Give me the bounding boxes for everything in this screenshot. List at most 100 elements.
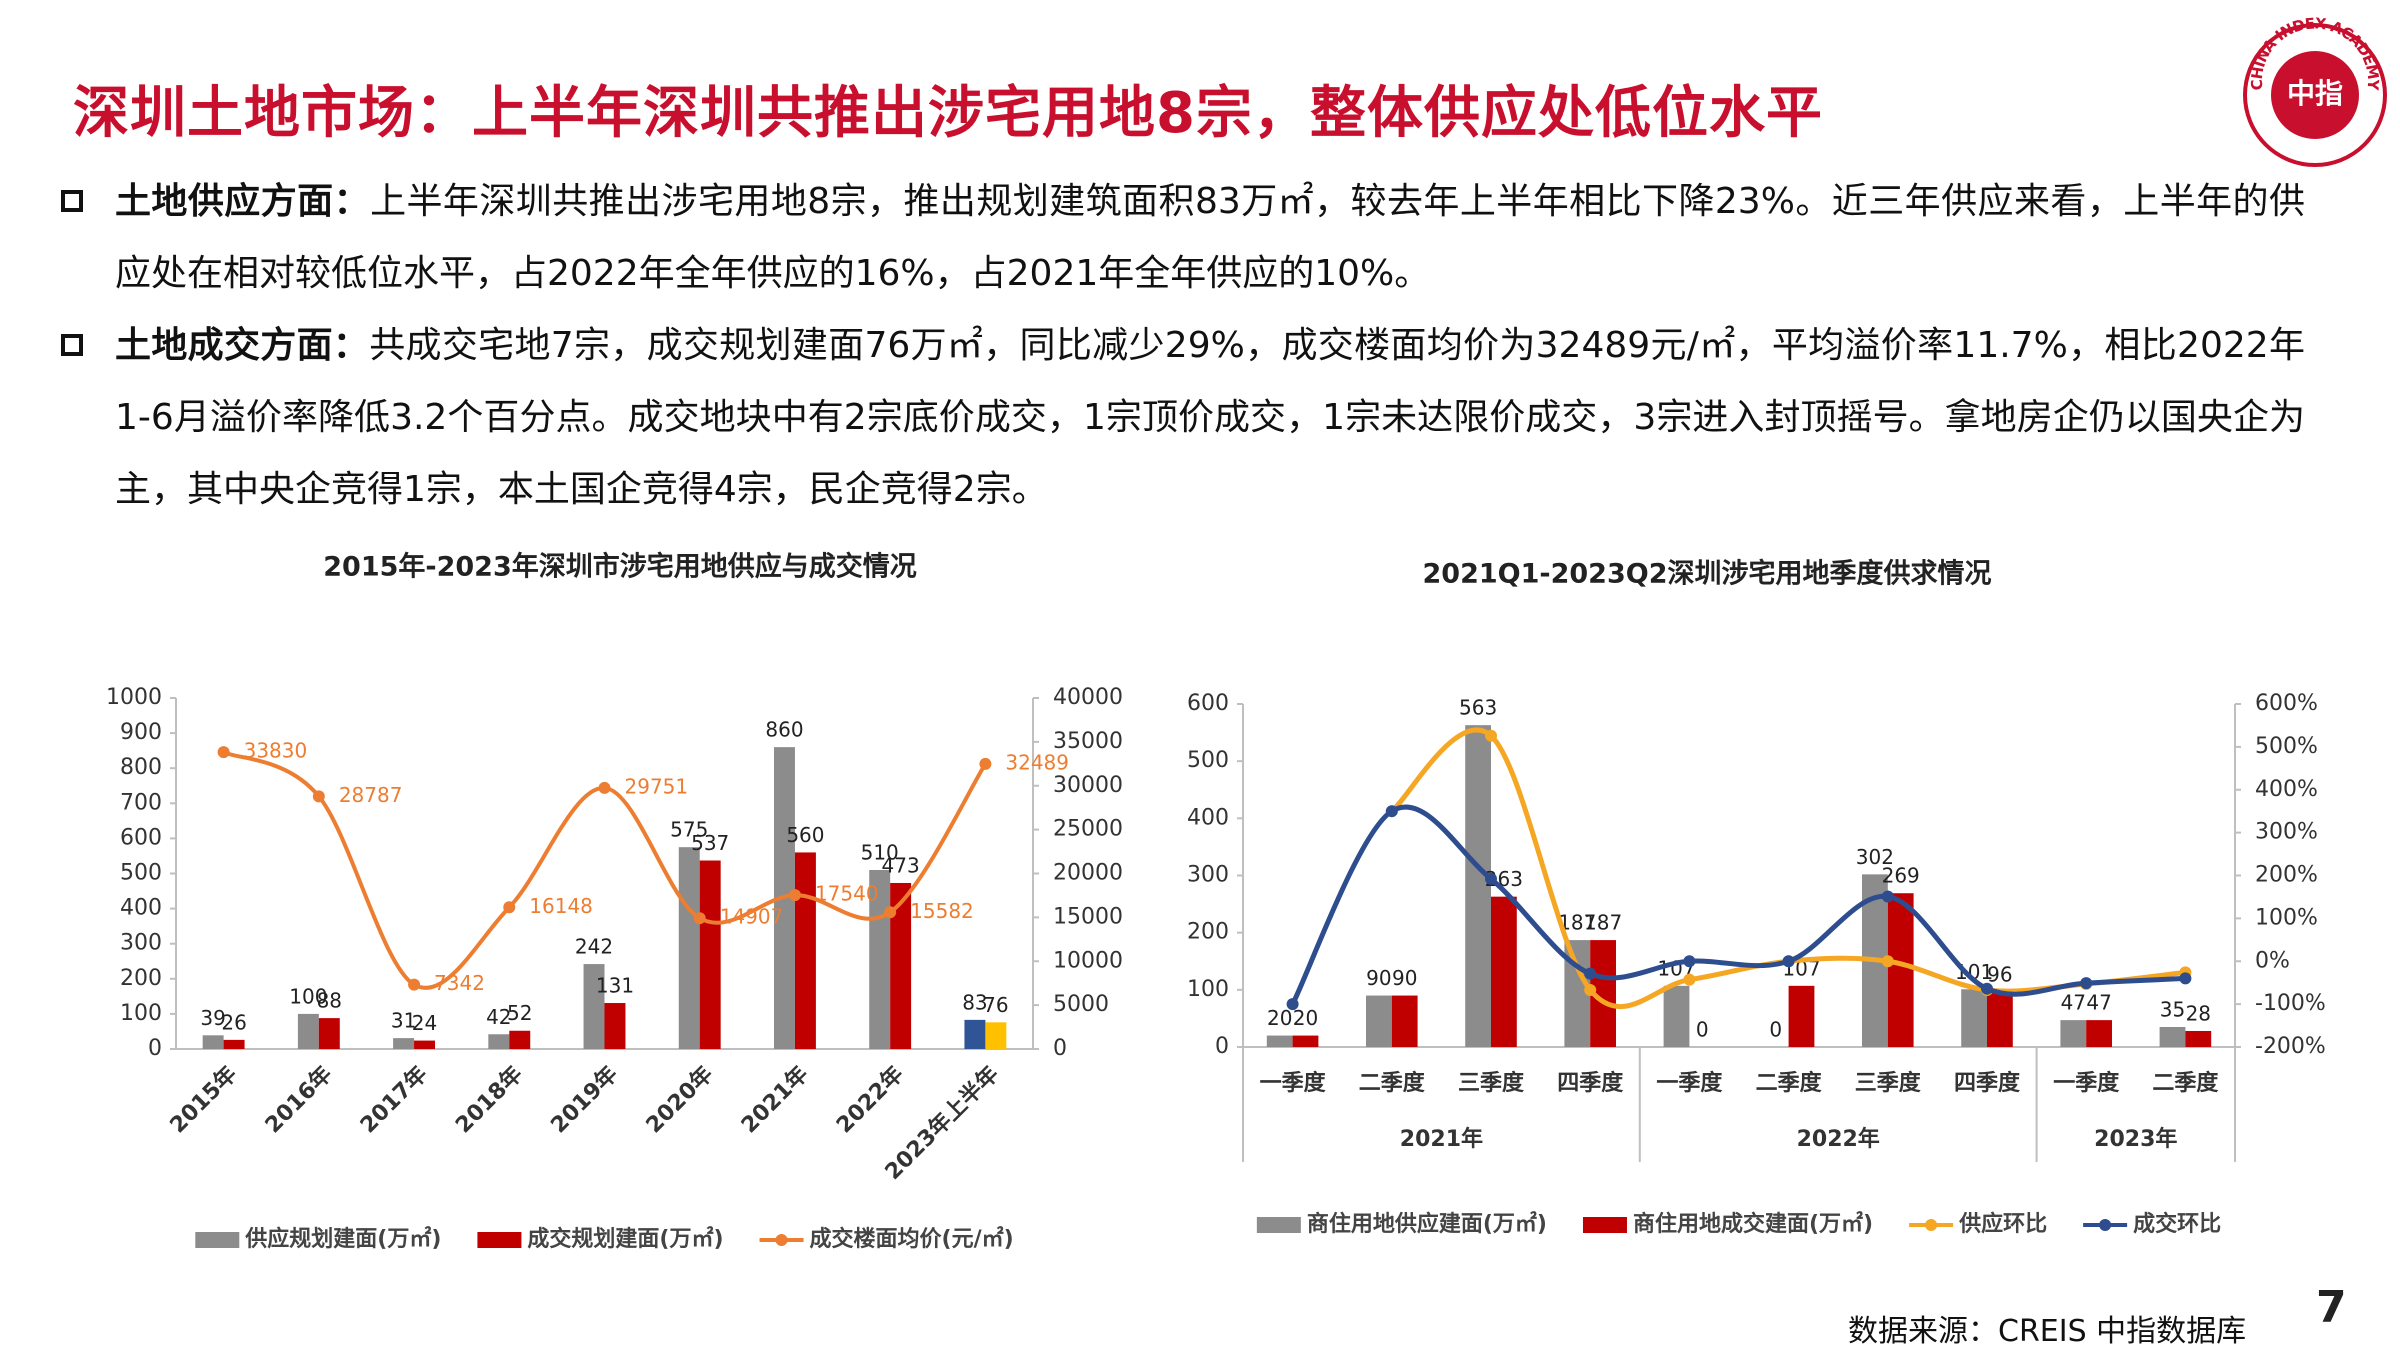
- y-tick-label: 700: [120, 790, 162, 815]
- legend-label: 成交楼面均价(元/㎡): [810, 1226, 1014, 1252]
- line-point: [2179, 972, 2192, 985]
- legend-swatch: [775, 1234, 788, 1246]
- bar: [318, 1018, 340, 1049]
- y-tick-label: 800: [120, 755, 162, 780]
- data-label: 20: [1293, 1006, 1318, 1030]
- chart: 2015年-2023年深圳市涉宅用地供应与成交情况 0 100 200 300 400 50…: [106, 551, 1123, 1253]
- x-tick-label: 2022年: [831, 1061, 908, 1138]
- logo: CHINA INDEX ACADEMY 中指: [2243, 14, 2387, 167]
- data-label: 17540: [815, 882, 879, 906]
- y2-tick-label: 600%: [2255, 691, 2318, 716]
- line-point: [503, 901, 516, 914]
- group-label: 2023年: [2094, 1126, 2177, 1152]
- line-point: [979, 757, 992, 770]
- bar: [2159, 1026, 2186, 1047]
- group-label: 2022年: [1797, 1126, 1880, 1152]
- line-point: [1385, 805, 1398, 818]
- y-tick-label: 300: [120, 931, 162, 956]
- y-tick-label: 500: [1187, 748, 1229, 773]
- data-label: 31: [391, 1009, 416, 1033]
- line-point: [693, 912, 706, 925]
- y2-tick-label: -100%: [2255, 991, 2326, 1016]
- data-label: 24: [412, 1011, 437, 1035]
- group-label: 2021年: [1400, 1126, 1483, 1152]
- legend-item: 供应环比: [1909, 1211, 2047, 1237]
- line-point: [2080, 977, 2093, 990]
- bar: [1266, 1035, 1293, 1047]
- bar: [1465, 725, 1491, 1047]
- bar: [509, 1030, 531, 1049]
- line-point: [1485, 872, 1497, 885]
- chart: 2021Q1-2023Q2深圳涉宅用地季度供求情况010020030040050…: [1187, 558, 2326, 1238]
- x-tick-label: 2021年: [736, 1061, 813, 1138]
- line-point: [884, 906, 897, 919]
- bullet-label: 土地供应方面：: [115, 181, 371, 222]
- legend-item: 商住用地成交建面(万㎡): [1582, 1211, 1873, 1237]
- line-point: [1286, 998, 1299, 1011]
- y2-tick-label: 0: [1053, 1036, 1067, 1061]
- line-point: [1683, 973, 1696, 986]
- y2-tick-label: 5000: [1053, 992, 1109, 1017]
- data-label: 7342: [434, 971, 485, 995]
- bullet: 土地成交方面：共成交宅地7宗，成交规划建面76万㎡，同比减少29%，成交楼面均价…: [61, 310, 2305, 526]
- line-point: [312, 790, 325, 803]
- line-point: [408, 978, 421, 991]
- y-tick-label: 0: [1215, 1034, 1229, 1059]
- data-label: 28: [2186, 1001, 2211, 1025]
- x-tick-label: 2017年: [355, 1061, 432, 1138]
- chart-title: 2015年-2023年深圳市涉宅用地供应与成交情况: [323, 551, 917, 583]
- data-label: 90: [1366, 966, 1391, 990]
- bar: [699, 860, 721, 1049]
- data-label: 560: [786, 823, 824, 847]
- legend-item: 成交环比: [2083, 1211, 2221, 1237]
- data-label: 47: [2061, 991, 2086, 1015]
- bar: [1491, 896, 1517, 1047]
- bullet-text: 共成交宅地7宗，成交规划建面76万㎡，同比减少29%，成交楼面均价为32489元…: [115, 325, 2305, 510]
- bar: [2060, 1020, 2087, 1047]
- y2-tick-label: 0%: [2255, 948, 2290, 973]
- y2-tick-label: 15000: [1053, 904, 1123, 929]
- line-point: [1881, 955, 1894, 968]
- x-tick-label: 四季度: [1557, 1070, 1624, 1096]
- legend-item: 成交规划建面(万㎡): [477, 1226, 724, 1252]
- data-label: 16148: [529, 894, 593, 918]
- data-label: 32489: [1005, 750, 1069, 774]
- y2-tick-label: 30000: [1053, 773, 1123, 798]
- bar: [794, 852, 816, 1049]
- line-point: [598, 781, 611, 794]
- chart-title: 2021Q1-2023Q2深圳涉宅用地季度供求情况: [1423, 558, 1992, 590]
- data-label: 28787: [339, 783, 403, 807]
- bar: [583, 964, 605, 1049]
- x-tick-label: 一季度: [1656, 1070, 1723, 1096]
- line-point: [1981, 982, 1993, 995]
- legend-swatch: [1582, 1217, 1627, 1233]
- y-tick-label: 100: [1187, 977, 1229, 1002]
- data-label: 39: [200, 1006, 225, 1030]
- data-label: 96: [1987, 963, 2012, 987]
- x-tick-label: 三季度: [1855, 1070, 1922, 1096]
- y-tick-label: 0: [148, 1036, 162, 1061]
- y-tick-label: 300: [1187, 863, 1229, 888]
- data-label: 510: [861, 840, 899, 864]
- y-tick-label: 500: [120, 861, 162, 886]
- bullet-label: 土地成交方面：: [115, 325, 370, 366]
- legend-swatch: [195, 1232, 240, 1248]
- bar: [488, 1034, 510, 1049]
- data-label: 52: [507, 1001, 532, 1025]
- data-label: 29751: [625, 774, 689, 798]
- line-point: [1782, 955, 1795, 968]
- bar: [1391, 995, 1418, 1047]
- data-label: 83: [962, 990, 987, 1014]
- data-label: 187: [1584, 911, 1622, 935]
- legend-swatch: [1256, 1217, 1301, 1233]
- bar: [890, 882, 912, 1049]
- bar: [223, 1039, 245, 1049]
- x-tick-label: 四季度: [1954, 1070, 2021, 1096]
- data-label: 88: [317, 989, 342, 1013]
- bar: [1663, 985, 1690, 1047]
- data-label: 47: [2086, 991, 2111, 1015]
- data-label: 76: [983, 993, 1008, 1017]
- data-label: 42: [486, 1005, 511, 1029]
- legend-label: 成交环比: [2133, 1211, 2221, 1237]
